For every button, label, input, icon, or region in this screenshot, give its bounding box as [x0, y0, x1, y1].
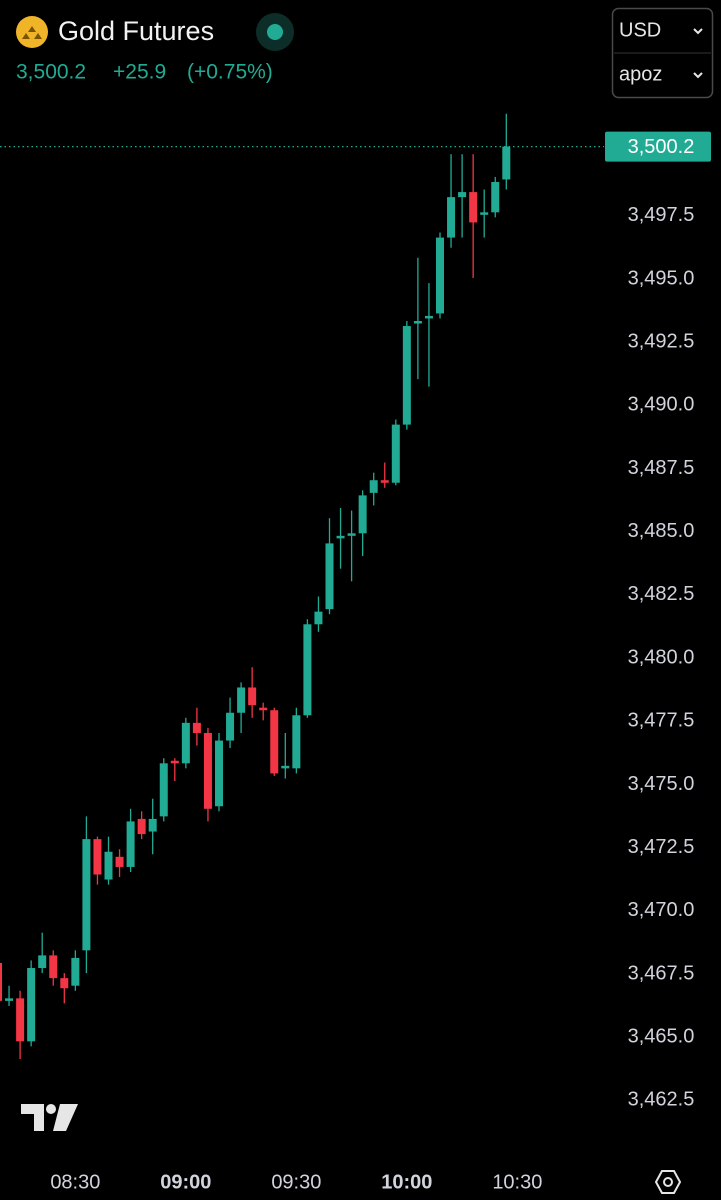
candle-body — [336, 535, 345, 539]
candle-body — [226, 712, 235, 741]
x-tick-label: 09:30 — [271, 1171, 321, 1193]
candle-body — [248, 687, 257, 706]
plot-area: 3,462.5 3,465.0 3,467.5 3,470.0 3,472.5 3,475… — [0, 113, 711, 1193]
x-tick-label: 10:00 — [381, 1171, 432, 1193]
candle-body — [0, 962, 2, 1001]
candle-body — [413, 320, 422, 324]
candle-body — [358, 495, 367, 534]
last-price-label: 3,500.2 — [628, 136, 695, 158]
y-tick-label: 3,462.5 — [628, 1089, 695, 1111]
candle-body — [82, 839, 91, 951]
y-tick-label: 3,465.0 — [628, 1026, 695, 1048]
candle-body — [259, 707, 268, 711]
candle-body — [159, 763, 168, 817]
candle-body — [502, 146, 511, 180]
candle-body — [192, 722, 201, 733]
candle-body — [491, 181, 500, 213]
price-change: +25.9 — [113, 61, 166, 84]
candle-body — [480, 212, 489, 215]
candle-body — [93, 839, 102, 875]
candle-body — [292, 715, 301, 769]
unit-selector[interactable]: apoz — [619, 63, 662, 85]
chevron — [693, 72, 703, 79]
y-tick-label: 3,467.5 — [628, 962, 695, 984]
candle-body — [380, 480, 389, 483]
chevron — [693, 28, 703, 35]
candle-body — [215, 740, 223, 807]
candle-body — [369, 480, 378, 493]
candle-body — [391, 424, 400, 483]
candle-body — [402, 326, 411, 425]
candle-body — [347, 533, 356, 536]
instrument-title: Gold Futures — [58, 16, 214, 46]
candle-body — [60, 978, 69, 989]
candle-body — [148, 818, 157, 832]
y-tick-label: 3,475.0 — [628, 773, 695, 795]
candle-body — [303, 624, 312, 716]
market-status — [256, 13, 294, 51]
last-price-tag — [605, 131, 711, 162]
candle-body — [447, 197, 456, 238]
candle-body — [126, 821, 135, 867]
candle-body — [49, 955, 58, 979]
currency-selector[interactable]: USD — [619, 19, 661, 41]
candle-body — [137, 818, 146, 835]
y-tick-label: 3,485.0 — [628, 520, 695, 542]
y-tick-label: 3,490.0 — [628, 394, 695, 416]
candle-body — [203, 732, 212, 809]
y-tick-label: 3,497.5 — [628, 204, 695, 226]
y-tick-label: 3,482.5 — [628, 583, 695, 605]
candle-body — [270, 710, 279, 774]
x-tick-label: 09:00 — [160, 1171, 211, 1193]
candle-body — [115, 856, 124, 867]
candle-body — [424, 315, 433, 319]
y-tick-label: 3,477.5 — [628, 710, 695, 732]
candle-body — [181, 722, 190, 764]
candle-body — [237, 687, 246, 713]
settings-button[interactable] — [654, 1170, 682, 1194]
y-tick-label: 3,487.5 — [628, 457, 695, 479]
candle-body — [27, 968, 36, 1042]
x-tick-label: 08:30 — [50, 1171, 100, 1193]
gold-icon — [16, 16, 48, 48]
candle-body — [38, 955, 47, 969]
price-change-pct: (+0.75%) — [187, 61, 273, 84]
y-tick-label: 3,472.5 — [628, 836, 695, 858]
candle-body — [16, 998, 25, 1042]
candle-body — [436, 237, 444, 314]
candle-body — [325, 543, 334, 610]
y-tick-label: 3,495.0 — [628, 267, 695, 289]
candle-body — [170, 760, 179, 764]
candle-body — [458, 192, 467, 198]
y-tick-label: 3,470.0 — [628, 899, 695, 921]
last-price: 3,500.2 — [16, 61, 86, 84]
candle-body — [314, 611, 323, 625]
candle-body — [5, 998, 14, 1001]
candle-body — [104, 851, 113, 880]
selector-box[interactable] — [611, 7, 714, 99]
candle-body — [71, 957, 80, 986]
y-tick-label: 3,480.0 — [628, 646, 695, 668]
x-tick-label: 10:30 — [492, 1171, 542, 1193]
tradingview-logo — [21, 1104, 78, 1131]
y-tick-label: 3,492.5 — [628, 330, 695, 352]
candle-body — [281, 765, 290, 769]
candle-body — [469, 192, 478, 223]
